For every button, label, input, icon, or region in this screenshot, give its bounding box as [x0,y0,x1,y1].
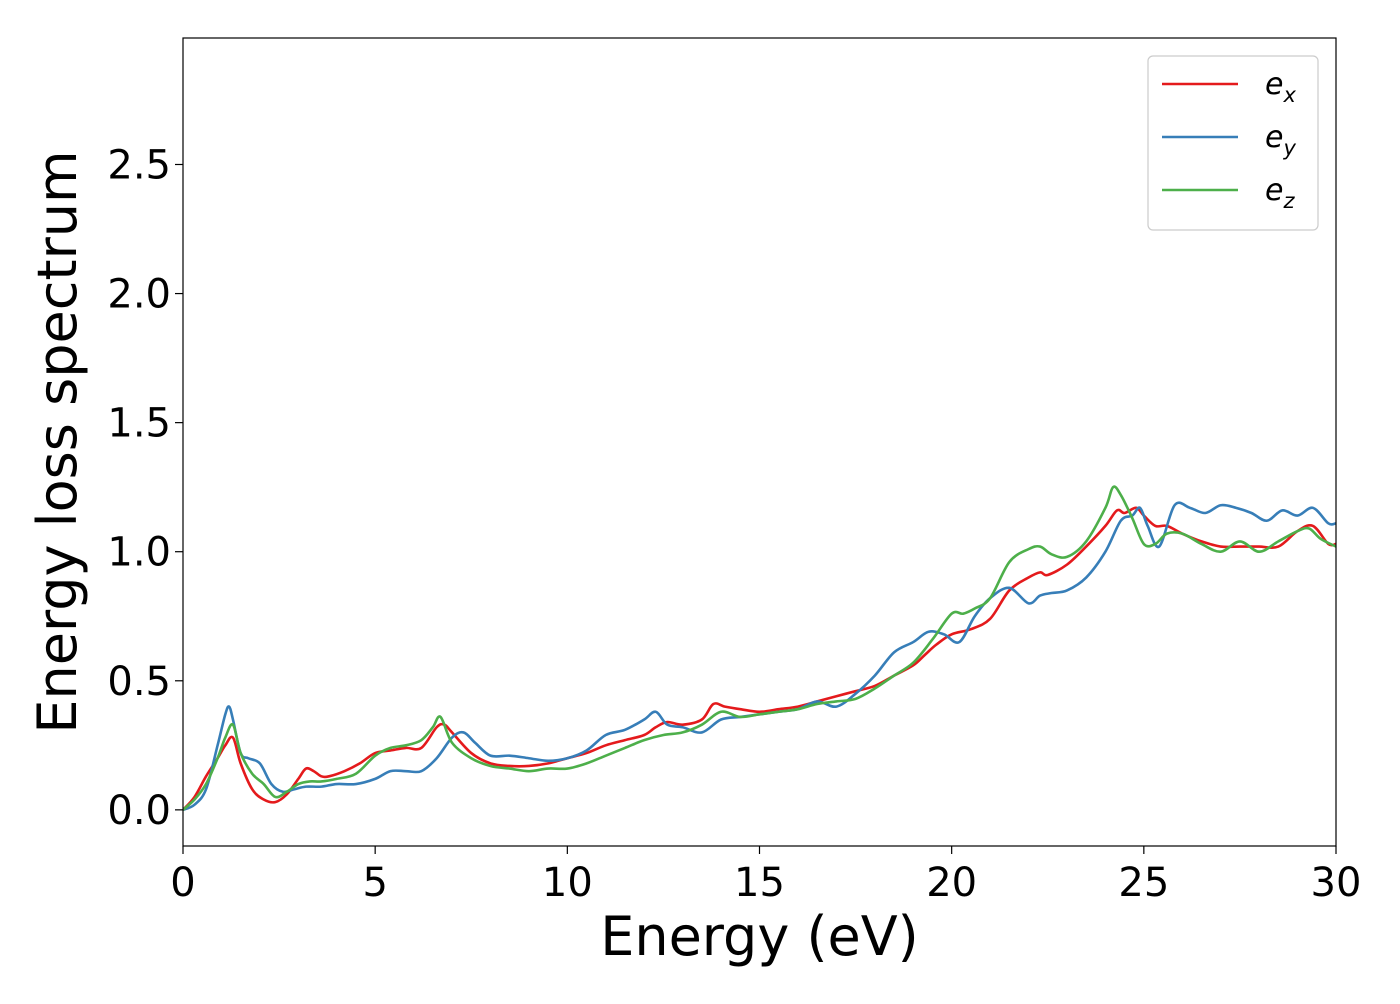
series-line-z [183,485,1336,811]
legend-item-x: ex [1162,67,1296,107]
series-line-y [183,501,1336,812]
series-layer [183,485,1336,812]
legend-label-main: e [1265,120,1283,155]
legend-item-y: ey [1162,120,1296,160]
series-line-x [183,506,1336,811]
x-tick-label: 15 [734,860,785,906]
y-axis-title: Energy loss spectrum [26,150,89,733]
legend-label: ey [1265,120,1296,160]
y-axis-ticks: 0.0 0.5 1.0 1.5 2.0 2.5 [107,142,183,834]
y-tick-label: 1.5 [107,401,171,447]
legend-label-subscript: z [1282,189,1295,213]
legend-label-main: e [1265,67,1283,102]
y-tick-label: 0.0 [107,788,171,834]
legend-label-main: e [1265,173,1283,208]
x-tick-label: 25 [1118,860,1169,906]
y-tick-label: 1.0 [107,530,171,576]
x-tick-label: 20 [926,860,977,906]
x-tick-label: 30 [1311,860,1362,906]
x-tick-label: 5 [362,860,387,906]
legend-label: ez [1265,173,1295,213]
x-tick-label: 10 [542,860,593,906]
legend-item-z: ez [1162,173,1295,213]
legend-box [1147,55,1319,231]
x-tick-label: 0 [170,860,195,906]
y-tick-label: 2.0 [107,272,171,318]
x-axis-title: Energy (eV) [600,905,919,968]
x-axis-ticks: 0 5 10 15 20 25 30 [170,846,1361,906]
legend-label-subscript: x [1282,83,1296,107]
y-tick-label: 0.5 [107,659,171,705]
y-tick-label: 2.5 [107,142,171,188]
legend-label-subscript: y [1282,136,1296,160]
legend-label: ex [1265,67,1296,107]
